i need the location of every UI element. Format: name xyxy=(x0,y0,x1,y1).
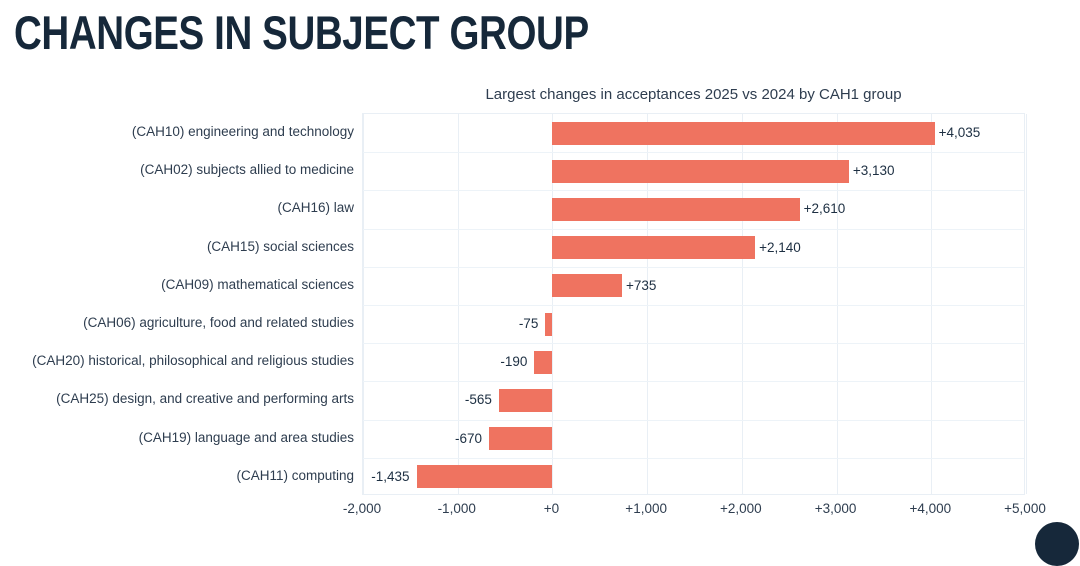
category-axis-labels: (CAH10) engineering and technology (CAH02… xyxy=(0,113,362,495)
bar[interactable] xyxy=(498,388,553,412)
gridline-horizontal xyxy=(363,305,1024,306)
bar-row: -565 xyxy=(363,381,1024,419)
bar[interactable] xyxy=(552,197,800,221)
x-axis-tick-label: +3,000 xyxy=(814,501,857,516)
corner-badge xyxy=(1035,522,1079,566)
gridline-vertical xyxy=(457,114,459,494)
bar-value-label: -190 xyxy=(500,354,528,370)
x-axis: -2,000 -1,000 +0 +1,000 +2,000 +3,000 +4,000 +5… xyxy=(343,497,1046,521)
category-label: (CAH25) design, and creative and perform… xyxy=(56,391,354,407)
category-label: (CAH09) mathematical sciences xyxy=(161,276,354,292)
category-label: (CAH15) social sciences xyxy=(206,238,354,254)
gridline-horizontal xyxy=(363,190,1024,192)
category-label: (CAH11) computing xyxy=(236,467,354,483)
gridline-horizontal xyxy=(363,152,1024,154)
x-axis-tick-label: -2,000 xyxy=(342,501,382,516)
bar-value-label: +3,130 xyxy=(852,163,895,179)
bar-row: +4,035 xyxy=(363,114,1024,152)
x-axis-tick-label: -1,000 xyxy=(437,501,476,516)
bar-value-label: -565 xyxy=(464,392,492,408)
bar-row: +2,610 xyxy=(363,190,1024,228)
x-axis-tick-label: +4,000 xyxy=(909,501,952,516)
x-axis-tick-label: +1,000 xyxy=(625,501,667,516)
gridline-vertical xyxy=(647,114,649,494)
bar-value-label: -75 xyxy=(518,316,539,331)
x-axis-tick-label: +2,000 xyxy=(720,501,762,516)
bar-chart: Largest changes in acceptances 2025 vs 2… xyxy=(0,86,1046,521)
category-label: (CAH19) language and area studies xyxy=(138,429,354,445)
gridline-vertical xyxy=(363,114,364,494)
bar-value-label: -1,435 xyxy=(371,468,410,484)
gridline-vertical xyxy=(552,114,554,494)
bar-value-label: -670 xyxy=(454,430,482,446)
bar[interactable] xyxy=(552,236,756,260)
category-label: (CAH16) law xyxy=(277,200,354,216)
bar[interactable] xyxy=(545,312,553,336)
x-axis-tick-label: +5,000 xyxy=(1004,501,1046,516)
page-title: CHANGES IN SUBJECT GROUP xyxy=(14,6,589,59)
gridline-vertical xyxy=(1026,114,1027,494)
bar[interactable] xyxy=(534,350,553,374)
gridline-vertical xyxy=(931,114,933,494)
gridline-horizontal xyxy=(363,228,1024,230)
gridline-horizontal xyxy=(363,457,1024,459)
bar[interactable] xyxy=(552,274,623,298)
gridline-vertical xyxy=(836,114,838,494)
bar[interactable] xyxy=(488,427,553,451)
gridline-horizontal xyxy=(363,343,1024,345)
category-label: (CAH20) historical, philosophical and re… xyxy=(32,353,354,369)
bar-row: -75 xyxy=(363,305,1024,343)
bar[interactable] xyxy=(552,159,849,183)
gridline-horizontal xyxy=(363,419,1024,421)
x-axis-tick-label: +0 xyxy=(543,501,560,516)
gridline-horizontal xyxy=(363,381,1024,383)
category-label: (CAH02) subjects allied to medicine xyxy=(140,162,354,178)
category-label: (CAH06) agriculture, food and related st… xyxy=(83,315,354,330)
plot-area: +4,035 +3,130 +2,610 +2,140 +735 -75 -190 -565 -… xyxy=(362,113,1027,496)
bar-row: -190 xyxy=(363,343,1024,381)
chart-title: Largest changes in acceptances 2025 vs 2… xyxy=(485,86,902,103)
bar-value-label: +2,610 xyxy=(803,201,846,217)
bar-row: -670 xyxy=(363,420,1024,458)
bar-value-label: +2,140 xyxy=(759,239,801,255)
bar-row: +3,130 xyxy=(363,152,1024,190)
bar[interactable] xyxy=(552,121,935,145)
bar-row: +2,140 xyxy=(363,229,1024,267)
bar-value-label: +4,035 xyxy=(938,125,981,140)
gridline-vertical xyxy=(741,114,743,494)
gridline-horizontal xyxy=(363,266,1024,268)
bar-value-label: +735 xyxy=(626,277,657,293)
bar[interactable] xyxy=(416,465,553,489)
bar-row: -1,435 xyxy=(363,458,1024,496)
category-label: (CAH10) engineering and technology xyxy=(131,124,354,139)
bar-row: +735 xyxy=(363,267,1024,305)
